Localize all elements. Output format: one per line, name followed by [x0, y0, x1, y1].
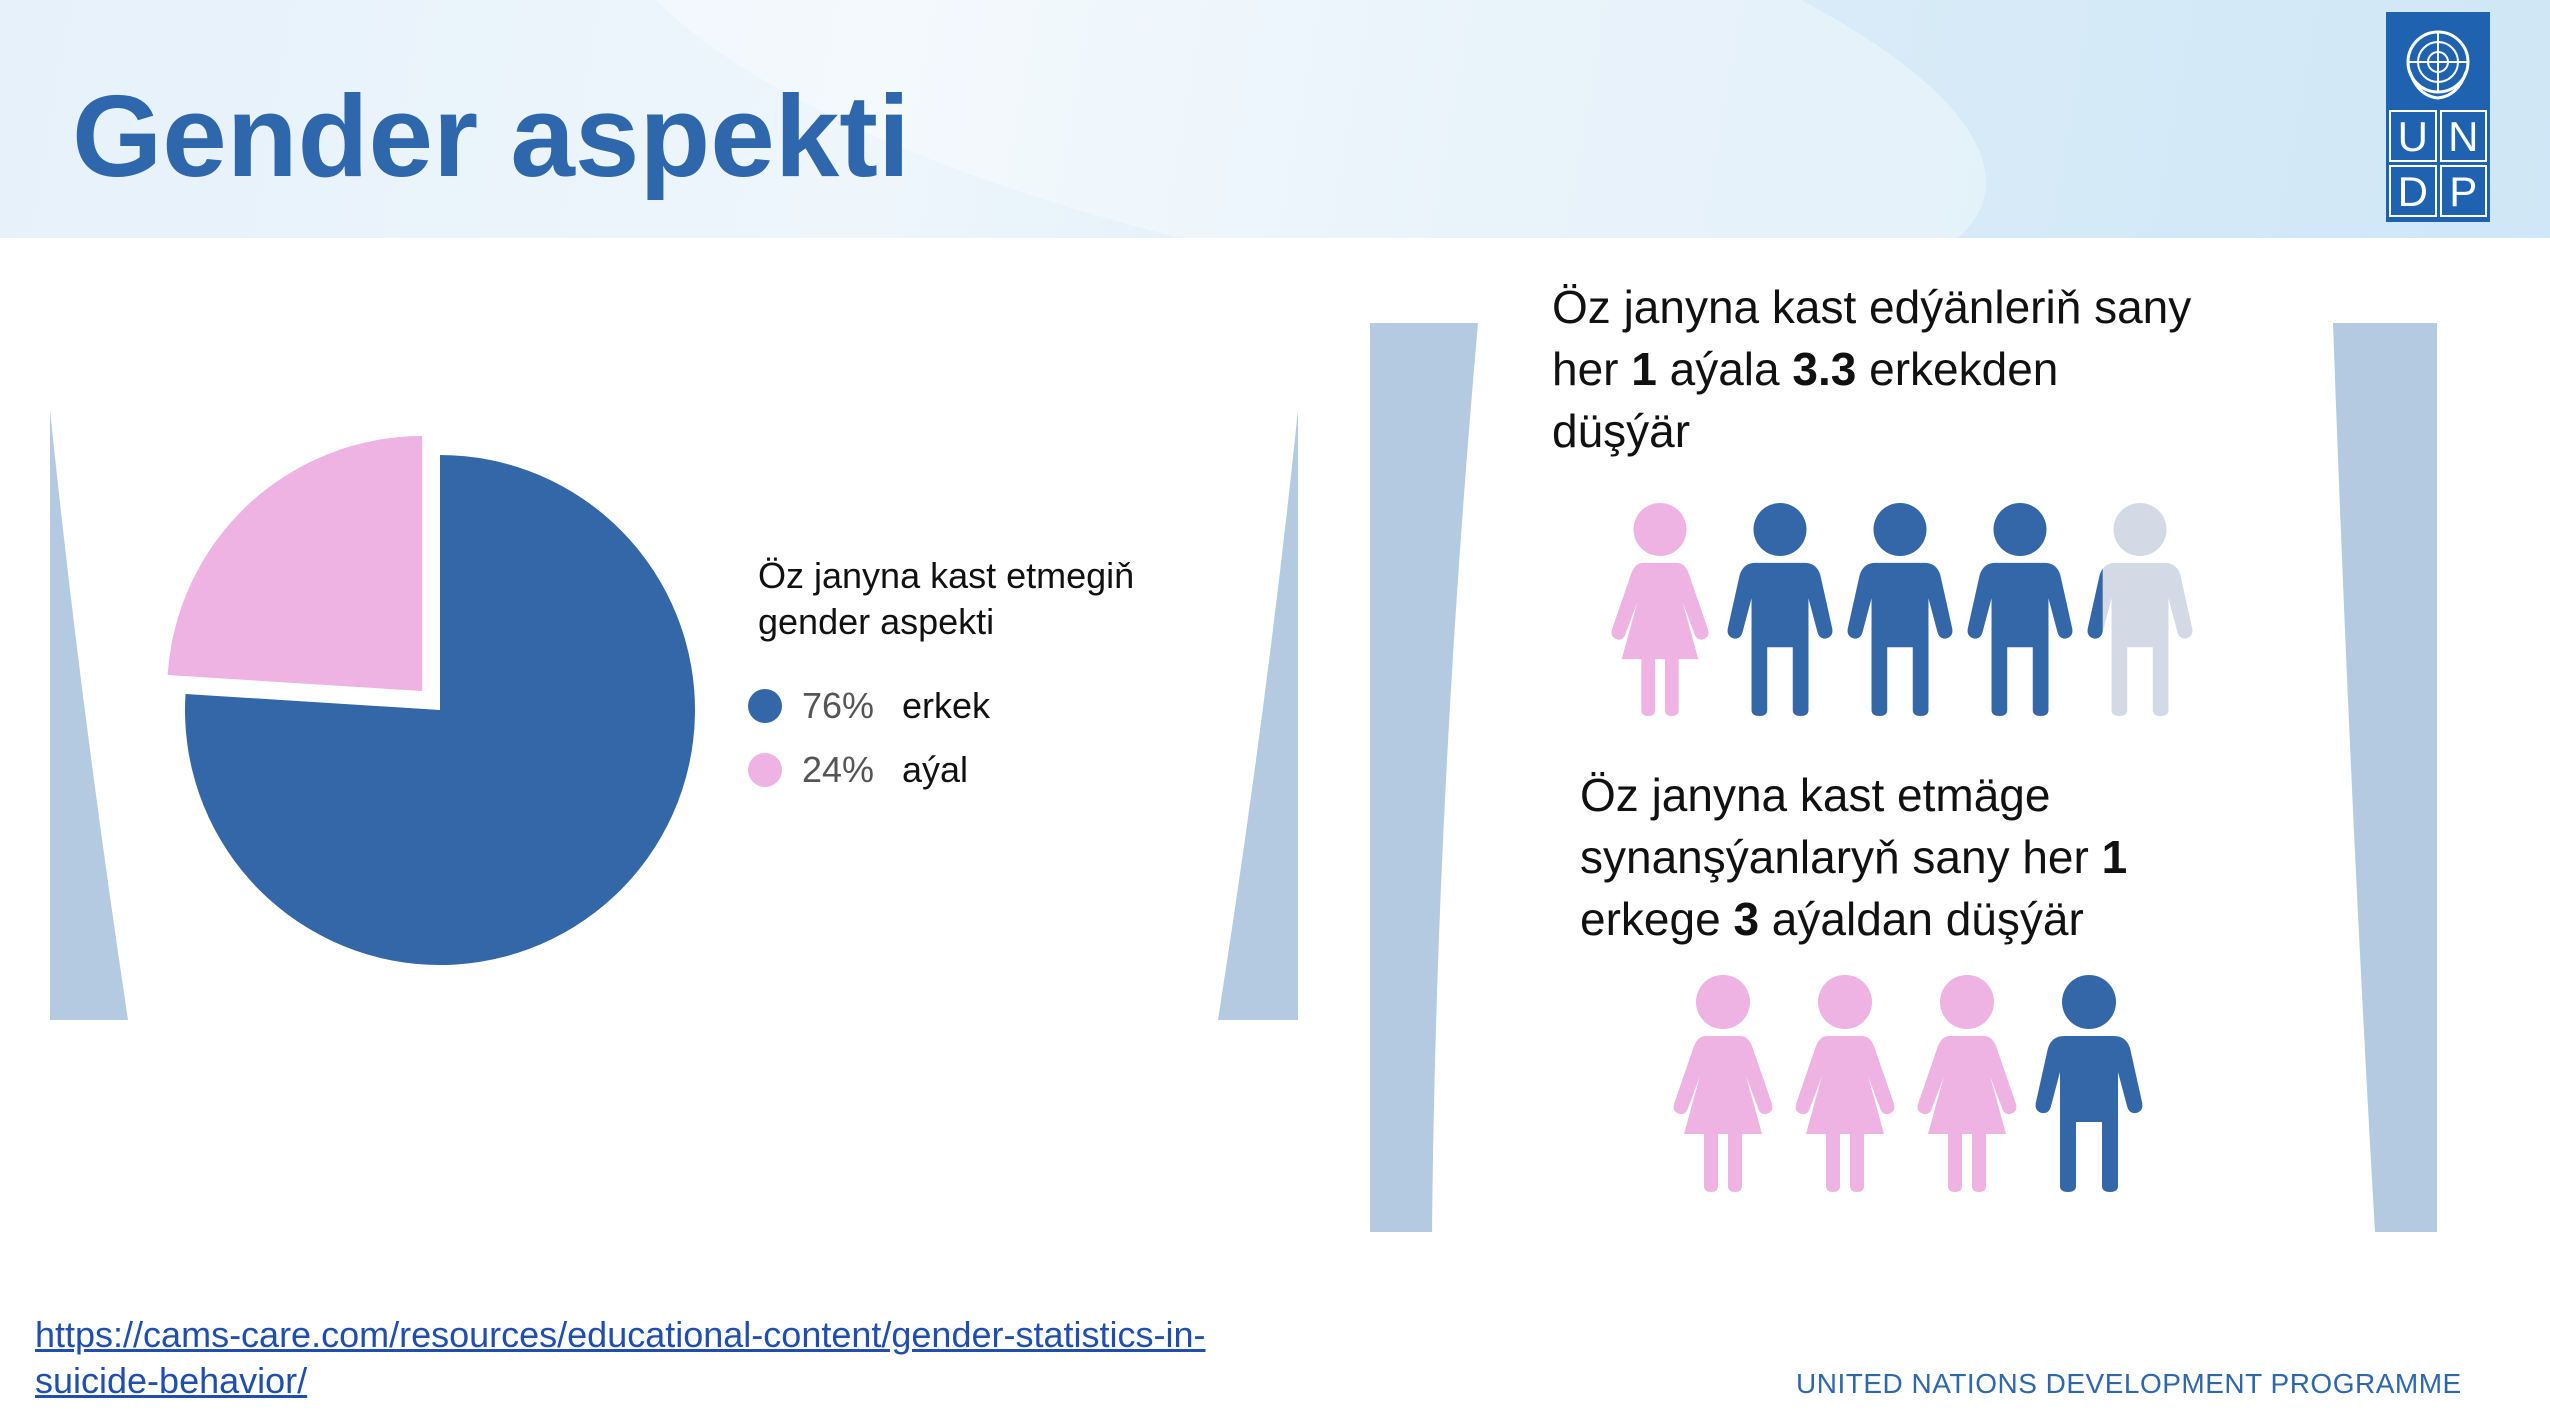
logo-letter-n: N — [2439, 110, 2487, 162]
stat1-line3: düşýär — [1552, 405, 1691, 457]
legend-label-female: aýal — [902, 749, 969, 790]
stat2-line3: erkege 3 aýaldan düşýär — [1580, 893, 2084, 945]
logo-letter-d: D — [2389, 165, 2437, 217]
legend-percent-female: 24% — [802, 749, 875, 790]
stat1-line2: her 1 aýala 3.3 erkekden — [1552, 343, 2059, 395]
pie-chart — [167, 436, 695, 965]
legend-item-female: 24% aýal — [748, 748, 968, 792]
female-attempt-person-icon-2 — [1795, 975, 1895, 1192]
logo-letter-p: P — [2439, 165, 2487, 217]
source-link[interactable]: https://cams-care.com/resources/educatio… — [35, 1314, 1206, 1401]
female-attempt-person-icon-3 — [1917, 975, 2017, 1192]
footer-organization: UNITED NATIONS DEVELOPMENT PROGRAMME — [1796, 1368, 2462, 1399]
stat2-text: Öz janyna kast etmäge synanşýanlaryň san… — [1580, 764, 2340, 950]
stat2-line2: synanşýanlaryň sany her 1 — [1580, 831, 2128, 883]
male-person-icon-3 — [1967, 502, 2073, 717]
male-attempt-person-icon-1 — [2035, 975, 2143, 1192]
male-person-icon-2 — [1847, 502, 1953, 717]
legend-percent-male: 76% — [802, 685, 875, 726]
legend-item-male: 76% erkek — [748, 684, 990, 728]
pie-slice-male — [185, 455, 695, 965]
female-person-icon-1 — [1611, 502, 1709, 717]
un-emblem-icon — [2406, 30, 2470, 100]
stat2-figures — [1668, 974, 2168, 1194]
stat2-line1: Öz janyna kast etmäge — [1580, 769, 2051, 821]
header-banner — [0, 0, 2550, 238]
chart-title: Öz janyna kast etmegiň gender aspekti — [758, 555, 1135, 642]
legend-dot-female — [748, 753, 782, 787]
partial-male-person-icon — [2087, 502, 2193, 717]
legend-dot-male — [748, 689, 782, 723]
undp-letters: U N D P — [2389, 110, 2487, 217]
stat1-line1: Öz janyna kast edýänleriň sany — [1552, 281, 2192, 333]
male-person-icon-1 — [1727, 502, 1833, 717]
undp-logo[interactable]: U N D P — [2386, 12, 2490, 222]
logo-letter-u: U — [2389, 110, 2437, 162]
female-attempt-person-icon-1 — [1673, 975, 1773, 1192]
legend-label-male: erkek — [902, 685, 991, 726]
stat1-figures — [1606, 500, 2206, 720]
page-title: Gender aspekti — [72, 71, 911, 201]
pie-slice-female — [167, 436, 423, 692]
stat1-text: Öz janyna kast edýänleriň sany her 1 aýa… — [1552, 276, 2312, 462]
